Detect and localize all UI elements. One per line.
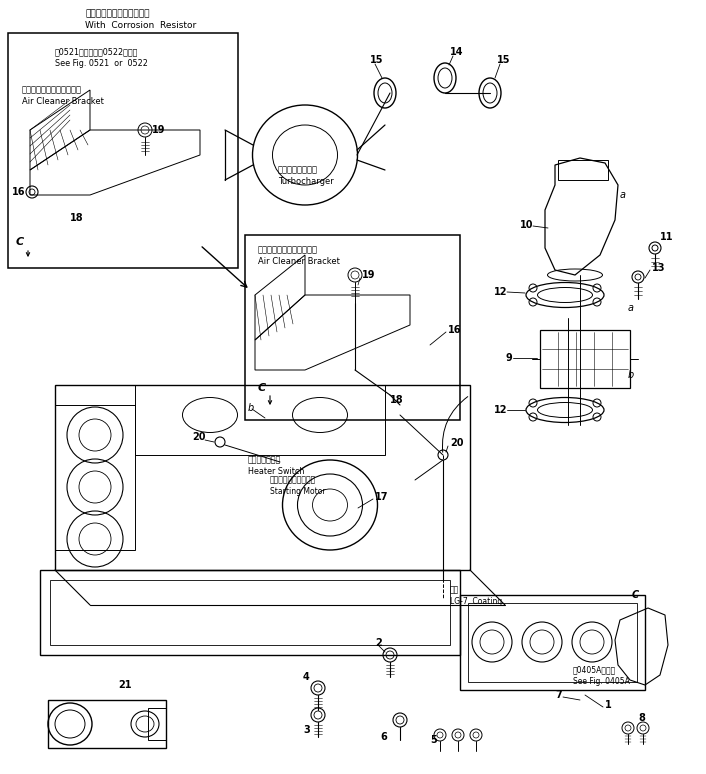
Text: a: a bbox=[620, 190, 626, 200]
Text: b: b bbox=[248, 403, 254, 413]
Text: C: C bbox=[632, 590, 639, 600]
Text: エアークリーナブラケット: エアークリーナブラケット bbox=[22, 85, 82, 94]
Bar bbox=[55, 405, 135, 550]
Text: Air Cleaner Bracket: Air Cleaner Bracket bbox=[22, 97, 104, 105]
Text: Starting Motor: Starting Motor bbox=[270, 488, 325, 496]
Bar bbox=[8, 33, 238, 268]
Bar bbox=[50, 580, 450, 645]
Text: ターボチャージャ: ターボチャージャ bbox=[278, 166, 318, 174]
Text: 9: 9 bbox=[505, 353, 512, 363]
Text: 6: 6 bbox=[380, 732, 387, 742]
Text: 18: 18 bbox=[390, 395, 404, 405]
Bar bbox=[40, 570, 460, 655]
Text: 20: 20 bbox=[192, 432, 205, 442]
Bar bbox=[48, 700, 166, 748]
Text: See Fig. 0405A: See Fig. 0405A bbox=[573, 676, 630, 686]
Text: コロージョンレジスタ付き: コロージョンレジスタ付き bbox=[85, 9, 150, 19]
Text: 16: 16 bbox=[448, 325, 462, 335]
Text: 12: 12 bbox=[494, 287, 508, 297]
Text: 10: 10 bbox=[520, 220, 534, 230]
Text: Turbocharger: Turbocharger bbox=[278, 176, 334, 186]
Text: 16: 16 bbox=[12, 187, 25, 197]
Text: 18: 18 bbox=[70, 213, 83, 223]
Text: ヒータスイッチ: ヒータスイッチ bbox=[248, 456, 281, 464]
Text: 5: 5 bbox=[430, 735, 437, 745]
Text: C: C bbox=[258, 383, 266, 393]
Text: 15: 15 bbox=[370, 55, 383, 65]
Text: 21: 21 bbox=[118, 680, 131, 690]
Bar bbox=[468, 603, 637, 682]
Text: a: a bbox=[628, 303, 634, 313]
Text: 14: 14 bbox=[450, 47, 464, 57]
Text: スターティングモータ: スターティングモータ bbox=[270, 475, 316, 485]
Text: 19: 19 bbox=[152, 125, 165, 135]
Text: With  Corrosion  Resistor: With Corrosion Resistor bbox=[85, 20, 196, 29]
Text: 7: 7 bbox=[555, 690, 562, 700]
Text: 第0405A図参照: 第0405A図参照 bbox=[573, 666, 616, 674]
Text: 塗布: 塗布 bbox=[450, 585, 459, 594]
Text: Air Cleaner Bracket: Air Cleaner Bracket bbox=[258, 256, 340, 265]
Text: 20: 20 bbox=[450, 438, 464, 448]
Text: LG-7  Coating: LG-7 Coating bbox=[450, 598, 502, 607]
Text: 1: 1 bbox=[605, 700, 612, 710]
Bar bbox=[245, 235, 460, 420]
Text: See Fig. 0521  or  0522: See Fig. 0521 or 0522 bbox=[55, 59, 148, 67]
Bar bbox=[135, 385, 385, 455]
Text: 19: 19 bbox=[362, 270, 376, 280]
Text: 第0521図または第0522図参照: 第0521図または第0522図参照 bbox=[55, 47, 138, 57]
Bar bbox=[55, 385, 470, 570]
Text: C: C bbox=[16, 237, 24, 247]
Text: 12: 12 bbox=[494, 405, 508, 415]
Text: Heater Switch: Heater Switch bbox=[248, 467, 304, 477]
Bar bbox=[148, 708, 166, 740]
Text: 8: 8 bbox=[638, 713, 645, 723]
Text: 3: 3 bbox=[303, 725, 310, 735]
Text: b: b bbox=[628, 370, 634, 380]
Bar bbox=[540, 330, 630, 388]
Bar bbox=[460, 595, 645, 690]
Text: 4: 4 bbox=[303, 672, 310, 682]
Text: 11: 11 bbox=[660, 232, 674, 242]
Bar bbox=[558, 160, 608, 180]
Text: エアークリーナブラケット: エアークリーナブラケット bbox=[258, 245, 318, 255]
Text: 17: 17 bbox=[375, 492, 388, 502]
Text: 13: 13 bbox=[652, 263, 666, 273]
Text: 2: 2 bbox=[375, 638, 382, 648]
Text: 15: 15 bbox=[497, 55, 510, 65]
